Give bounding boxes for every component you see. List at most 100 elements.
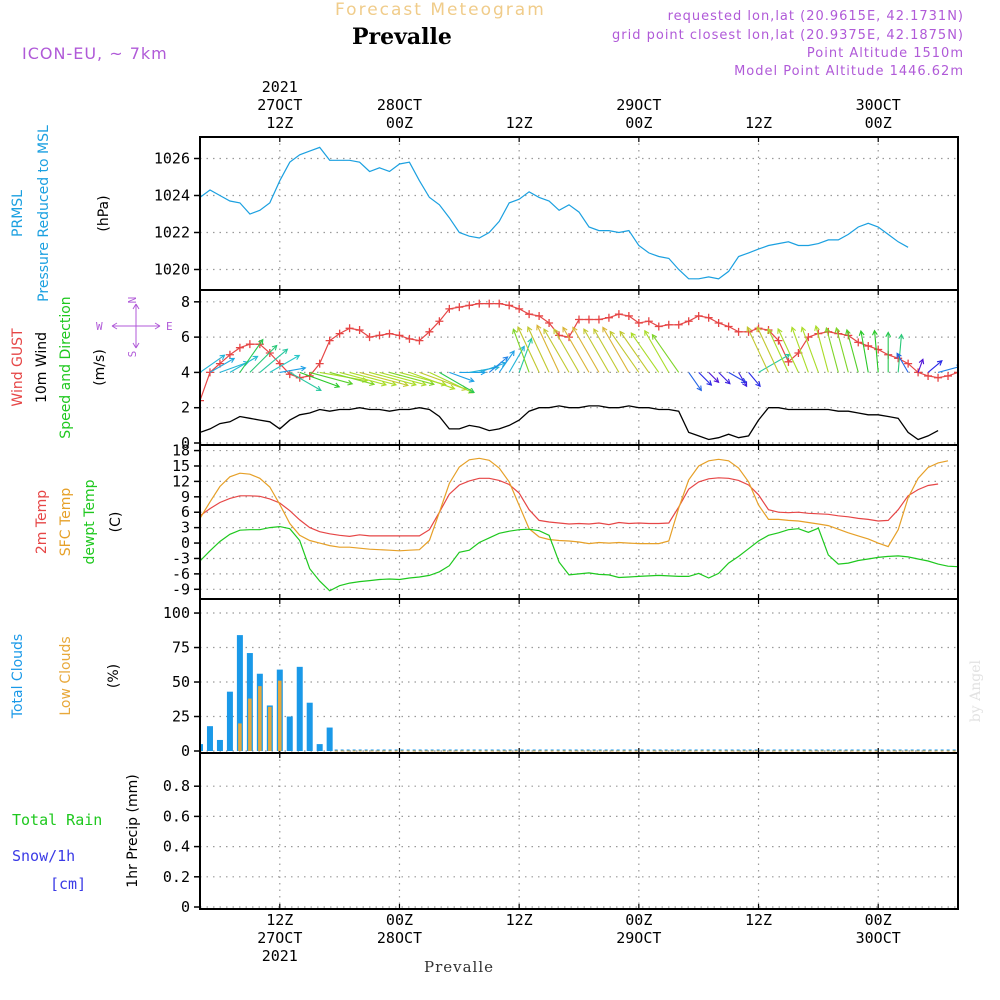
gust-marker	[964, 361, 972, 369]
wind-arrow	[593, 328, 620, 373]
top-time-label: 30OCT	[856, 96, 901, 114]
wind-arrow	[746, 326, 769, 373]
requested-coordinates: requested lon,lat (20.9615E, 42.1731N)	[667, 9, 964, 24]
wind-arrow	[814, 324, 829, 373]
gust-marker	[904, 359, 913, 368]
gust-marker	[584, 315, 593, 324]
wind-arrow	[871, 329, 879, 373]
wind-arrow	[329, 371, 376, 387]
y-axis-label: dewpt Temp	[82, 479, 98, 564]
gust-marker	[515, 304, 524, 313]
y-tick-label: 12	[172, 472, 190, 490]
y-tick-label: 25	[172, 708, 190, 726]
series-line-temperature-1	[200, 457, 949, 552]
wind-arrow	[630, 332, 660, 373]
wind-arrow	[527, 326, 550, 373]
cloud-bar-total	[326, 727, 333, 751]
gust-marker	[944, 371, 953, 380]
panel-precip: 0 0.2 0.4 0.6 0.8 Total Rain Snow/1h [cm] 1hr Pr…	[12, 752, 959, 916]
wind-arrow	[498, 350, 515, 373]
gust-marker	[385, 329, 394, 338]
wind-arrow	[885, 331, 892, 373]
y-tick-label: 0	[181, 898, 190, 916]
bottom-time-label: 00Z	[865, 911, 892, 929]
wind-compass: W E N S	[96, 297, 173, 358]
cloud-bar-total	[316, 744, 323, 751]
gust-marker	[674, 320, 683, 329]
gust-marker	[495, 299, 504, 308]
y-tick-label: 0.6	[163, 807, 190, 825]
gust-marker	[225, 350, 234, 359]
cloud-bar-total	[296, 666, 303, 751]
wind-arrow	[409, 371, 456, 391]
grid-point-coordinates: grid point closest lon,lat (20.9375E, 42…	[612, 28, 964, 43]
compass-arrows	[111, 303, 161, 349]
gust-marker	[714, 319, 723, 327]
cloud-bar-total	[306, 702, 313, 751]
wind-arrow	[543, 328, 570, 373]
cloud-bar-low	[238, 723, 242, 751]
gust-marker	[325, 336, 334, 345]
bottom-time-label: 12Z	[266, 911, 293, 929]
gust-marker	[395, 331, 404, 340]
panel-frame	[199, 289, 959, 446]
wind-arrow	[651, 333, 680, 373]
gust-marker	[734, 327, 743, 336]
panel-frame	[199, 136, 959, 291]
wind-arrow	[209, 357, 236, 373]
y-tick-label: 0.8	[163, 777, 190, 795]
cloud-bar-total	[206, 726, 213, 751]
y-tick-label: 1022	[154, 224, 190, 242]
y-tick-label: 6	[181, 328, 190, 346]
cloud-bar-low	[248, 698, 252, 751]
plot-area-clouds	[200, 635, 958, 752]
station-name: Prevalle	[352, 24, 452, 50]
gust-marker	[914, 368, 923, 377]
gust-marker	[924, 371, 933, 380]
y-tick-label: 1024	[154, 187, 190, 205]
y-tick-label: 75	[172, 639, 190, 657]
top-time-label: 29OCT	[616, 96, 661, 114]
gust-marker	[535, 311, 544, 320]
gust-marker	[644, 317, 653, 326]
y-axis-label: Total Clouds	[10, 634, 26, 719]
y-tick-label: 2	[181, 399, 190, 417]
y-tick-label: 3	[181, 519, 190, 537]
footer-station-name: Prevalle	[424, 958, 495, 976]
wind-arrow	[824, 326, 839, 373]
legend-total-rain: Total Rain	[12, 811, 102, 829]
y-tick-label: -6	[172, 565, 190, 583]
gust-marker	[684, 317, 693, 326]
y-axis-label: (%)	[106, 664, 122, 688]
gust-marker	[654, 322, 663, 331]
compass-south: S	[126, 351, 139, 358]
wind-arrow	[609, 330, 640, 373]
top-time-label: 28OCT	[377, 96, 422, 114]
wind-arrow	[897, 333, 905, 373]
plot-area-temperature	[200, 457, 958, 592]
compass-west: W	[96, 320, 103, 333]
gust-marker	[854, 338, 863, 347]
top-time-label: 27OCT	[257, 96, 302, 114]
y-axis-label: (C)	[108, 512, 124, 533]
y-axis-label: Pressure Reduced to MSL	[36, 125, 52, 302]
top-time-label: 00Z	[625, 114, 652, 132]
gust-marker	[365, 333, 374, 342]
wind-arrow	[369, 371, 418, 387]
wind-arrow	[449, 371, 475, 383]
wind-arrow	[619, 330, 650, 373]
panel-clouds: 0 25 50 75 100 Total Clouds Low Clouds (%)	[10, 598, 959, 760]
y-tick-label: 0	[181, 534, 190, 552]
wind-arrow	[229, 355, 259, 373]
wind-arrow	[756, 326, 779, 373]
series-line-wind-1	[200, 405, 939, 441]
model-label: ICON-EU, ~ 7km	[22, 44, 168, 63]
bottom-time-label: 29OCT	[616, 929, 661, 947]
wind-arrow	[572, 326, 600, 373]
wind-arrow	[698, 372, 713, 386]
bottom-time-label: 12Z	[506, 911, 533, 929]
y-tick-label: 4	[181, 363, 190, 381]
gust-marker	[874, 345, 883, 354]
